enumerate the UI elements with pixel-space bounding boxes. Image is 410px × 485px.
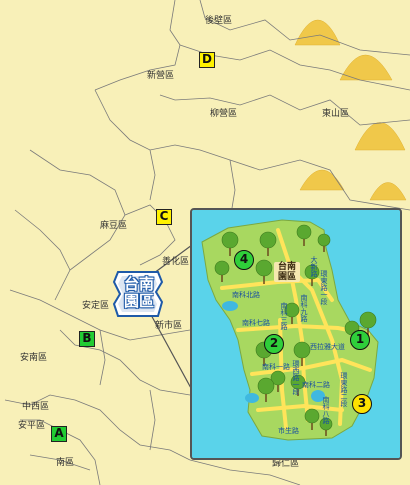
park-area-shape — [192, 210, 400, 458]
park-inset-map[interactable]: 台南 園區 4 2 1 3 南科北路 南科七路 南科一路 南科二路 西拉雅大道 … — [190, 208, 402, 460]
road-nanke-1: 南科一路 — [262, 363, 290, 371]
district-label-xinshi: 新市區 — [155, 321, 183, 331]
park-location-1[interactable]: 1 — [350, 330, 370, 350]
road-huanxi: 環西路一段 — [292, 360, 300, 395]
mountain-icons — [294, 19, 407, 201]
callout-line-1: 台南 — [123, 275, 154, 293]
callout-line-2: 園區 — [123, 292, 154, 310]
park-name-line-2: 園區 — [277, 272, 296, 282]
callout-badge-shape — [112, 271, 164, 317]
callout-label[interactable]: 台南 園區 — [118, 276, 160, 310]
tree-icons — [214, 224, 377, 436]
district-label-liuying: 柳營區 — [210, 109, 238, 119]
road-nanke-9: 南科九路 — [300, 294, 308, 322]
road-nanke-north: 南科北路 — [232, 291, 260, 299]
marker-b[interactable]: B — [79, 331, 95, 347]
road-dalian: 大新路 — [310, 256, 318, 277]
district-label-nan: 南區 — [56, 458, 75, 468]
road-chisheng: 市生路 — [278, 427, 299, 435]
road-huandong-2: 環東路二段 — [340, 372, 348, 407]
road-nanke-3: 南科三路 — [280, 302, 288, 330]
park-name-line-1: 台南 — [277, 262, 296, 272]
district-label-dongshan: 東山區 — [322, 109, 350, 119]
district-label-shanhua: 善化區 — [162, 257, 190, 267]
park-name-label: 台南 園區 — [274, 262, 300, 282]
callout-pointer — [149, 244, 193, 391]
district-label-madou: 麻豆區 — [100, 221, 128, 231]
district-label-anding: 安定區 — [82, 301, 110, 311]
road-fuxing: 環東路一段 — [320, 270, 328, 305]
marker-c[interactable]: C — [156, 209, 172, 225]
road-nanke-2: 南科二路 — [302, 381, 330, 389]
marker-d[interactable]: D — [199, 52, 215, 68]
marker-a[interactable]: A — [51, 426, 67, 442]
district-label-houbi: 後壁區 — [205, 16, 233, 26]
park-location-3[interactable]: 3 — [352, 394, 372, 414]
road-nanke-7: 南科七路 — [242, 319, 270, 327]
district-label-guiren: 歸仁區 — [272, 459, 300, 469]
district-label-west-central: 中西區 — [22, 402, 50, 412]
district-label-annan: 安南區 — [20, 353, 48, 363]
road-nanke-8: 南科八路 — [322, 396, 330, 424]
district-label-xinying: 新營區 — [147, 71, 175, 81]
park-location-4[interactable]: 4 — [234, 250, 254, 270]
park-location-2[interactable]: 2 — [264, 334, 284, 354]
district-label-anping: 安平區 — [18, 421, 46, 431]
road-xilaxuan: 西拉雅大道 — [310, 343, 345, 351]
